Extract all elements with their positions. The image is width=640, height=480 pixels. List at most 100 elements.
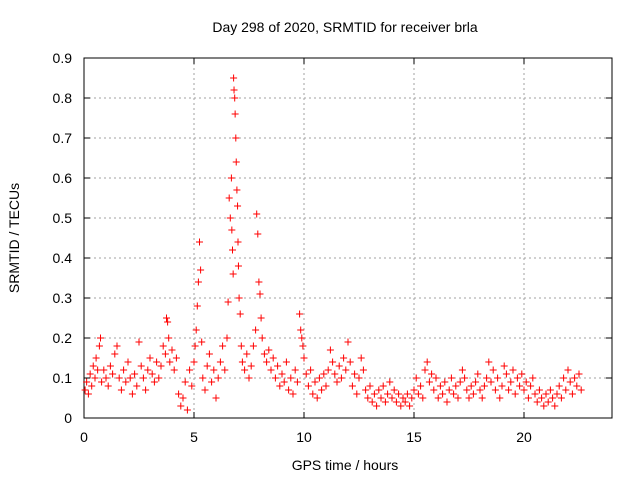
data-point (300, 354, 308, 362)
data-point (254, 230, 262, 238)
data-point (159, 342, 167, 350)
data-point (258, 334, 266, 342)
data-point (535, 386, 543, 394)
data-point (175, 390, 183, 398)
data-point (513, 374, 521, 382)
data-point (257, 314, 265, 322)
data-point (575, 370, 583, 378)
data-point (366, 382, 374, 390)
data-point (505, 386, 513, 394)
data-point (274, 362, 282, 370)
data-point (219, 342, 227, 350)
y-tick-label: 0.7 (53, 130, 73, 146)
data-point (135, 338, 143, 346)
x-tick-labels: 0 5 10 15 20 (80, 429, 532, 445)
data-point (476, 386, 484, 394)
data-point (260, 350, 268, 358)
data-point (271, 374, 279, 382)
data-point (417, 382, 425, 390)
data-point (414, 390, 422, 398)
data-point (516, 382, 524, 390)
data-point (225, 194, 233, 202)
data-point (122, 378, 130, 386)
data-point (500, 362, 508, 370)
data-points (81, 74, 585, 414)
data-point (232, 158, 240, 166)
data-point (401, 398, 409, 406)
data-point (395, 390, 403, 398)
data-point (161, 350, 169, 358)
data-point (230, 86, 238, 94)
data-point (201, 386, 209, 394)
data-point (410, 386, 418, 394)
data-point (181, 378, 189, 386)
data-point (377, 394, 385, 402)
data-point (229, 270, 237, 278)
data-point (227, 174, 235, 182)
data-point (386, 378, 394, 386)
data-point (192, 326, 200, 334)
data-point (166, 358, 174, 366)
data-point (423, 358, 431, 366)
data-point (485, 358, 493, 366)
data-point (212, 394, 220, 402)
data-point (564, 366, 572, 374)
y-tick-labels: 0 0.1 0.2 0.3 0.4 0.5 0.6 0.7 0.8 0.9 (53, 50, 73, 426)
data-point (298, 334, 306, 342)
data-point (566, 378, 574, 386)
data-point (353, 390, 361, 398)
data-point (179, 394, 187, 402)
data-point (443, 398, 451, 406)
data-point (445, 386, 453, 394)
y-tick-label: 0.4 (53, 250, 73, 266)
data-point (452, 382, 460, 390)
data-point (253, 210, 261, 218)
data-point (203, 362, 211, 370)
data-point (474, 370, 482, 378)
x-tick-label: 20 (516, 429, 532, 445)
data-point (304, 382, 312, 390)
data-point (364, 394, 372, 402)
data-point (302, 370, 310, 378)
data-point (553, 390, 561, 398)
data-point (518, 370, 526, 378)
data-point (489, 366, 497, 374)
data-point (311, 378, 319, 386)
x-tick-label: 5 (190, 429, 198, 445)
data-point (263, 358, 271, 366)
data-point (296, 310, 304, 318)
data-point (231, 94, 239, 102)
data-point (226, 214, 234, 222)
data-point (577, 386, 585, 394)
data-point (359, 366, 367, 374)
y-tick-label: 0.1 (53, 370, 73, 386)
data-point (186, 366, 194, 374)
data-point (491, 386, 499, 394)
x-tick-label: 0 (80, 429, 88, 445)
data-point (124, 358, 132, 366)
y-tick-label: 0 (64, 410, 72, 426)
data-point (509, 366, 517, 374)
data-point (153, 358, 161, 366)
data-point (507, 378, 515, 386)
data-point (98, 378, 106, 386)
data-point (224, 298, 232, 306)
data-point (168, 346, 176, 354)
data-point (88, 382, 96, 390)
data-point (480, 382, 488, 390)
x-tick-label: 15 (406, 429, 422, 445)
data-point (467, 382, 475, 390)
data-point (568, 390, 576, 398)
data-point (498, 382, 506, 390)
data-point (408, 394, 416, 402)
data-point (170, 366, 178, 374)
data-point (241, 366, 249, 374)
data-point (544, 398, 552, 406)
data-point (428, 370, 436, 378)
data-point (255, 278, 263, 286)
data-point (133, 382, 141, 390)
data-point (287, 374, 295, 382)
data-point (419, 394, 427, 402)
data-point (511, 390, 519, 398)
